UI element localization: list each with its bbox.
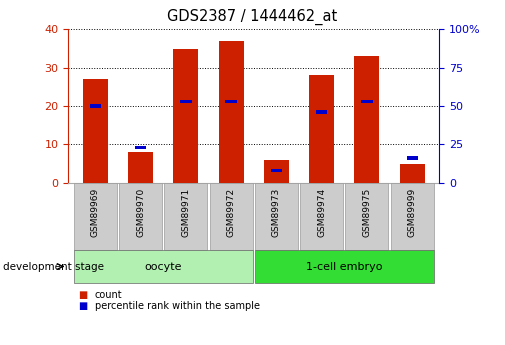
Bar <box>407 156 418 160</box>
Text: ■: ■ <box>78 290 87 300</box>
Text: 1-cell embryo: 1-cell embryo <box>306 262 383 272</box>
Text: GSM89975: GSM89975 <box>363 188 371 237</box>
Bar <box>128 152 153 183</box>
Bar <box>264 160 289 183</box>
Bar <box>361 100 373 104</box>
Bar <box>309 75 334 183</box>
Text: GSM89974: GSM89974 <box>317 188 326 237</box>
Bar <box>316 110 327 114</box>
Bar <box>173 49 198 183</box>
Text: count: count <box>95 290 123 300</box>
Bar <box>135 146 146 149</box>
Text: GSM89971: GSM89971 <box>181 188 190 237</box>
Bar <box>400 164 425 183</box>
Bar <box>271 169 282 172</box>
Text: development stage: development stage <box>3 262 104 272</box>
Bar <box>219 41 243 183</box>
Bar <box>355 56 379 183</box>
Text: GSM89973: GSM89973 <box>272 188 281 237</box>
Text: GSM89970: GSM89970 <box>136 188 145 237</box>
Text: GSM89972: GSM89972 <box>227 188 236 237</box>
Text: GSM89999: GSM89999 <box>408 188 417 237</box>
Text: percentile rank within the sample: percentile rank within the sample <box>95 302 260 311</box>
Text: GSM89969: GSM89969 <box>91 188 100 237</box>
Text: ■: ■ <box>78 302 87 311</box>
Bar <box>225 100 237 104</box>
Text: oocyte: oocyte <box>144 262 182 272</box>
Bar <box>83 79 108 183</box>
Bar <box>90 104 101 108</box>
Text: GDS2387 / 1444462_at: GDS2387 / 1444462_at <box>167 9 338 25</box>
Bar <box>180 100 191 104</box>
